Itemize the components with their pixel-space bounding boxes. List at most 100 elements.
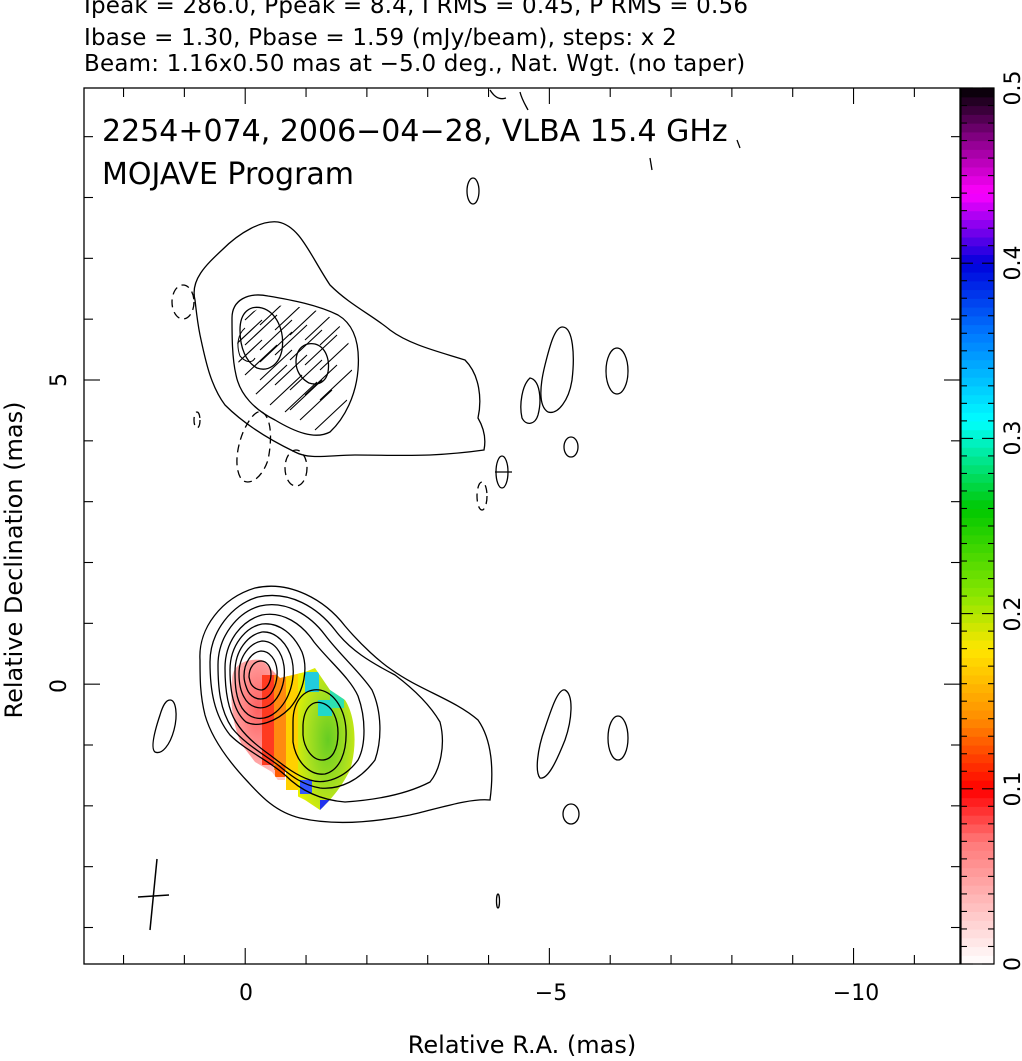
colorbar-segment (961, 911, 994, 921)
colorbar-segment (961, 850, 994, 860)
header-line-peaks: Ipeak = 286.0, Ppeak = 8.4, I RMS = 0.45… (84, 0, 749, 19)
colorbar-segment (961, 166, 994, 177)
colorbar-label-0.3: 0.3 (1001, 421, 1022, 456)
colorbar-segment (961, 158, 994, 168)
colorbar-segment (961, 210, 994, 220)
colorbar-label-0.5: 0.5 (1001, 71, 1022, 106)
colorbar-segment (961, 604, 994, 615)
colorbar-segment (961, 342, 994, 352)
colorbar-segment (961, 193, 994, 203)
colorbar-segment (961, 228, 994, 238)
colorbar-segment (961, 788, 994, 799)
colorbar-segment (961, 315, 994, 326)
colorbar-segment (961, 823, 994, 834)
colorbar-label-0.4: 0.4 (1001, 246, 1022, 281)
colorbar-segment (961, 666, 994, 676)
colorbar-segment (961, 350, 994, 361)
colorbar-segment (961, 184, 994, 194)
colorbar-segment (961, 359, 994, 369)
colorbar-segment (961, 736, 994, 746)
colorbar-segment (961, 753, 994, 764)
colorbar-segment (961, 236, 994, 247)
colorbar-segment (961, 324, 994, 334)
colorbar-segment (961, 333, 994, 343)
colorbar-segment (961, 797, 994, 807)
colorbar-segment (961, 88, 994, 98)
colorbar-segment (961, 771, 994, 781)
x-tick-label-0: 0 (239, 981, 253, 1006)
colorbar-segment (961, 561, 994, 571)
axis-ticks (84, 88, 960, 964)
plot-frame (83, 87, 961, 965)
colorbar-segment (961, 709, 994, 720)
colorbar-segment (961, 140, 994, 150)
stokes-i-contours-north (193, 221, 486, 458)
colorbar-segment (961, 683, 994, 694)
colorbar-segment (961, 946, 994, 956)
colorbar-segment (961, 762, 994, 772)
colorbar-segment (961, 149, 994, 159)
colorbar-segment (961, 578, 994, 588)
colorbar-segment (961, 508, 994, 518)
colorbar-segment (961, 902, 994, 913)
colorbar-segment (961, 464, 994, 475)
map-subtitle: MOJAVE Program (102, 157, 354, 192)
colorbar-segment (961, 657, 994, 667)
header-line-beam: Beam: 1.16x0.50 mas at −5.0 deg., Nat. W… (84, 51, 746, 77)
colorbar-segment (961, 692, 994, 702)
colorbar-segment (961, 745, 994, 755)
colorbar-segment (961, 219, 994, 229)
colorbar-segment (961, 123, 994, 133)
colorbar-segment (961, 631, 994, 641)
colorbar-segment (961, 534, 994, 545)
colorbar-segment (961, 377, 994, 387)
colorbar-segment (961, 841, 994, 851)
colorbar-segment (961, 727, 994, 737)
colorbar-segment (961, 780, 994, 790)
colorbar-segment (961, 674, 994, 685)
beam-cross (137, 858, 170, 931)
colorbar-segment (961, 526, 994, 536)
colorbar-segment (961, 420, 994, 431)
colorbar-segment (961, 271, 994, 282)
colorbar-segment (961, 920, 994, 930)
colorbar-segment (961, 245, 994, 256)
colorbar-segment (961, 937, 994, 948)
colorbar-segment (961, 832, 994, 842)
isolated-contours (152, 89, 741, 909)
colorbar-segment (961, 482, 994, 492)
x-tick-label-minus10: −10 (833, 981, 879, 1006)
colorbar-segment (961, 648, 994, 658)
colorbar-segment (961, 517, 994, 527)
colorbar-segment (961, 447, 994, 457)
polarization-vectors (237, 305, 352, 431)
colorbar-segment (961, 858, 994, 869)
colorbar-segment (961, 587, 994, 597)
colorbar-segment (961, 385, 994, 396)
colorbar-segment (961, 490, 994, 501)
colorbar-segment (961, 806, 994, 816)
colorbar-segment (961, 473, 994, 483)
colorbar-label-0.1: 0.1 (1001, 772, 1022, 807)
colorbar-segment (961, 254, 994, 264)
x-axis-label: Relative R.A. (mas) (408, 1031, 636, 1059)
colorbar-segment (961, 96, 994, 107)
map-title: 2254+074, 2006−04−28, VLBA 15.4 GHz (102, 114, 728, 149)
colorbar-segment (961, 298, 994, 308)
colorbar-segment (961, 201, 994, 212)
colorbar-segment (961, 105, 994, 115)
colorbar-segment (961, 622, 994, 632)
colorbar-segment (961, 613, 994, 623)
colorbar-segment (961, 815, 994, 825)
colorbar-segment (961, 552, 994, 562)
colorbar-segment (961, 394, 994, 404)
colorbar-segment (961, 893, 994, 904)
colorbar-segment (961, 718, 994, 729)
colorbar-segment (961, 455, 994, 466)
colorbar-segment (961, 307, 994, 317)
colorbar-segment (961, 543, 994, 553)
colorbar-segment (961, 263, 994, 273)
colorbar-segment (961, 289, 994, 299)
y-tick-label-0: 0 (47, 679, 72, 693)
